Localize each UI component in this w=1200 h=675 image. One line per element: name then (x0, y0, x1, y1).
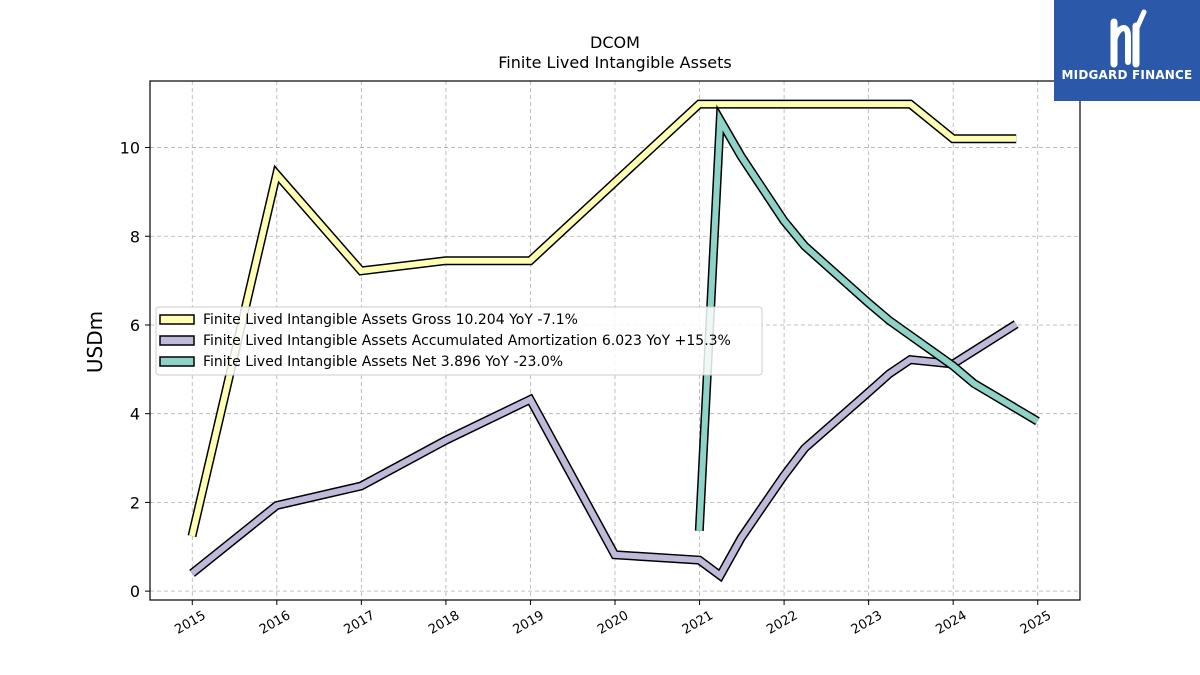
series-lines (187, 99, 1040, 583)
legend-swatch (159, 314, 195, 325)
legend-box (155, 306, 763, 376)
series-path (190, 321, 1018, 581)
series-path (696, 109, 1040, 531)
x-tick-label: 2016 (257, 608, 293, 638)
x-tick-label: 2024 (933, 608, 969, 638)
x-tick-label: 2015 (172, 608, 208, 638)
y-tick-label: 10 (120, 139, 140, 158)
x-tick-label: 2023 (849, 608, 885, 638)
y-tick-label: 4 (130, 405, 140, 424)
x-tick-label: 2019 (511, 608, 547, 638)
brand-name: MIDGARD FINANCE (1061, 68, 1193, 82)
legend-label: Finite Lived Intangible Assets Net 3.896… (203, 354, 563, 370)
legend: Finite Lived Intangible Assets Gross 10.… (155, 306, 763, 376)
x-tick-label: 2025 (1018, 608, 1054, 638)
legend-label: Finite Lived Intangible Assets Gross 10.… (203, 312, 578, 328)
x-tick-label: 2021 (680, 608, 716, 638)
y-tick-label: 8 (130, 227, 140, 246)
chart-title: DCOM (590, 33, 640, 52)
legend-swatch (159, 335, 195, 346)
logo-mark-icon (1110, 9, 1147, 68)
x-tick-label: 2020 (595, 608, 631, 638)
x-tick-label: 2018 (426, 608, 462, 638)
series-line-3 (694, 104, 1040, 532)
x-tick-label: 2022 (764, 608, 800, 638)
brand-logo: MIDGARD FINANCE (1054, 0, 1200, 101)
chart-subtitle: Finite Lived Intangible Assets (498, 53, 731, 72)
x-axis: 2015 2016 2017 2018 2019 2020 2021 2022 2023 2024… (172, 600, 1054, 638)
legend-swatch (159, 356, 195, 367)
series-line-1 (187, 99, 1017, 538)
x-tick-label: 2017 (342, 608, 378, 638)
y-tick-label: 0 (130, 582, 140, 601)
series-path (189, 101, 1017, 537)
series-line-2 (189, 320, 1019, 583)
y-tick-label: 2 (130, 493, 140, 512)
legend-label: Finite Lived Intangible Assets Accumulat… (203, 333, 731, 349)
y-axis: 0 2 4 6 8 10 (120, 139, 150, 601)
y-axis-label: USDm (83, 311, 107, 373)
y-tick-label: 6 (130, 316, 140, 335)
